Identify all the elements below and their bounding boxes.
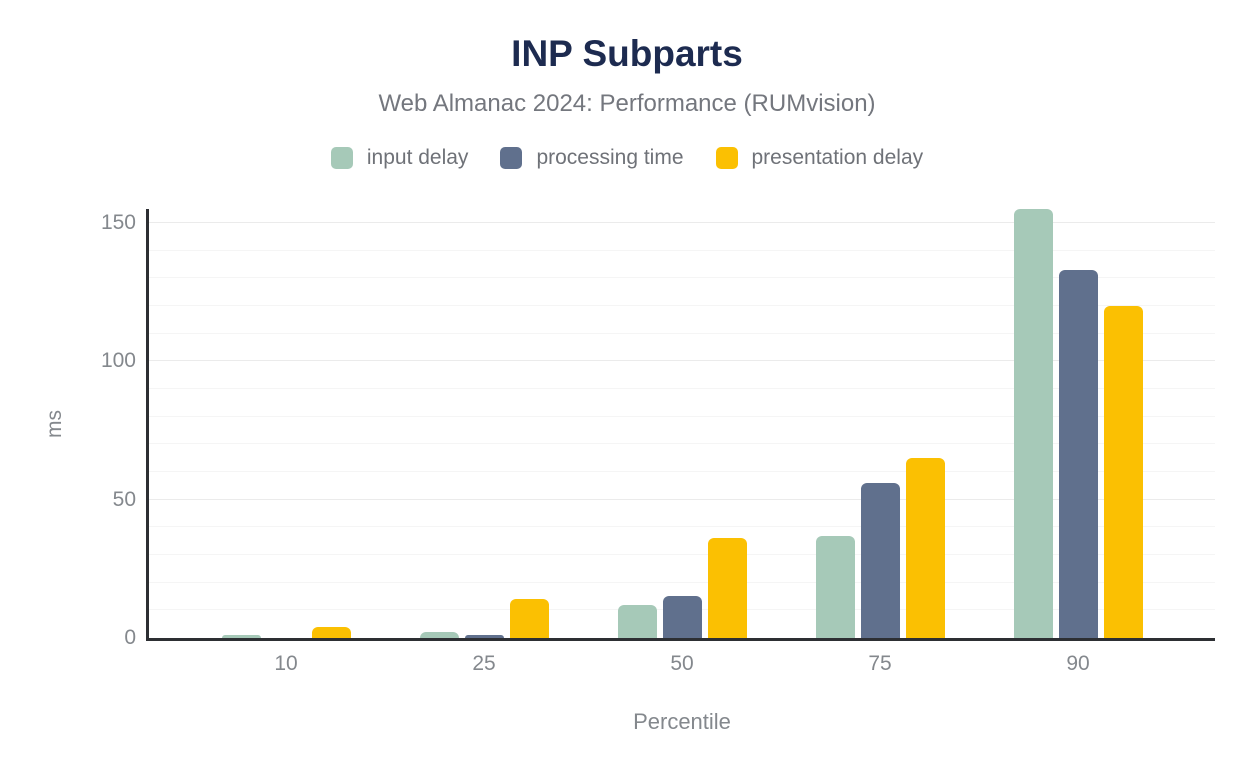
chart-subtitle: Web Almanac 2024: Performance (RUMvision… <box>378 90 876 117</box>
legend-item-1: processing time <box>500 146 684 170</box>
bar-processing-time-p50 <box>662 596 702 638</box>
gridline <box>149 387 1215 389</box>
gridline <box>149 360 1215 362</box>
bar-input-delay-p90 <box>1013 209 1053 638</box>
bars-row <box>149 209 1215 638</box>
y-tick-label-100: 100 <box>100 349 136 373</box>
bar-presentation-delay-p90 <box>1103 305 1143 638</box>
bar-presentation-delay-p75 <box>905 458 945 638</box>
y-tick-label-150: 150 <box>100 210 136 234</box>
bar-group-p25 <box>385 209 583 638</box>
y-tick-label-50: 50 <box>112 487 136 511</box>
legend: input delay processing time presentation d… <box>0 146 1254 170</box>
legend-label: input delay <box>366 146 469 169</box>
bar-processing-time-p75 <box>860 483 900 638</box>
gridline <box>149 304 1215 306</box>
legend-swatch-icon <box>715 147 738 169</box>
bar-processing-time-p25 <box>464 635 504 638</box>
y-axis-title: ms <box>43 410 66 438</box>
bar-input-delay-p75 <box>815 535 855 638</box>
x-axis-title: Percentile <box>633 709 731 734</box>
gridline <box>149 470 1215 472</box>
chart-title: INP Subparts <box>511 33 743 74</box>
x-tick-label-75: 75 <box>868 652 892 675</box>
gridline <box>149 581 1215 583</box>
gridline <box>149 221 1215 223</box>
bar-group-p50 <box>583 209 781 638</box>
y-tick-label-0: 0 <box>124 626 136 649</box>
bar-input-delay-p10 <box>221 635 261 638</box>
x-tick-label-10: 10 <box>274 652 298 675</box>
legend-label: processing time <box>536 146 684 169</box>
legend-label: presentation delay <box>751 146 924 169</box>
gridline <box>149 332 1215 334</box>
gridline <box>149 277 1215 279</box>
bar-input-delay-p50 <box>617 604 657 638</box>
bar-group-p10 <box>187 209 385 638</box>
gridline <box>149 249 1215 251</box>
bar-input-delay-p25 <box>419 632 459 638</box>
bar-presentation-delay-p50 <box>707 538 747 638</box>
plot-area <box>146 209 1215 641</box>
legend-item-2: presentation delay <box>715 146 924 170</box>
gridline <box>149 553 1215 555</box>
bar-processing-time-p90 <box>1058 269 1098 638</box>
gridline <box>149 526 1215 528</box>
x-tick-label-90: 90 <box>1066 652 1090 675</box>
bar-group-p90 <box>979 209 1177 638</box>
legend-swatch-icon <box>500 147 523 169</box>
legend-swatch-icon <box>330 147 353 169</box>
gridline <box>149 415 1215 417</box>
x-tick-label-50: 50 <box>670 652 694 675</box>
bar-group-p75 <box>781 209 979 638</box>
bar-presentation-delay-p10 <box>311 626 351 638</box>
gridline <box>149 443 1215 445</box>
bar-presentation-delay-p25 <box>509 599 549 638</box>
gridline <box>149 498 1215 500</box>
x-tick-label-25: 25 <box>472 652 496 675</box>
legend-item-0: input delay <box>330 146 469 170</box>
